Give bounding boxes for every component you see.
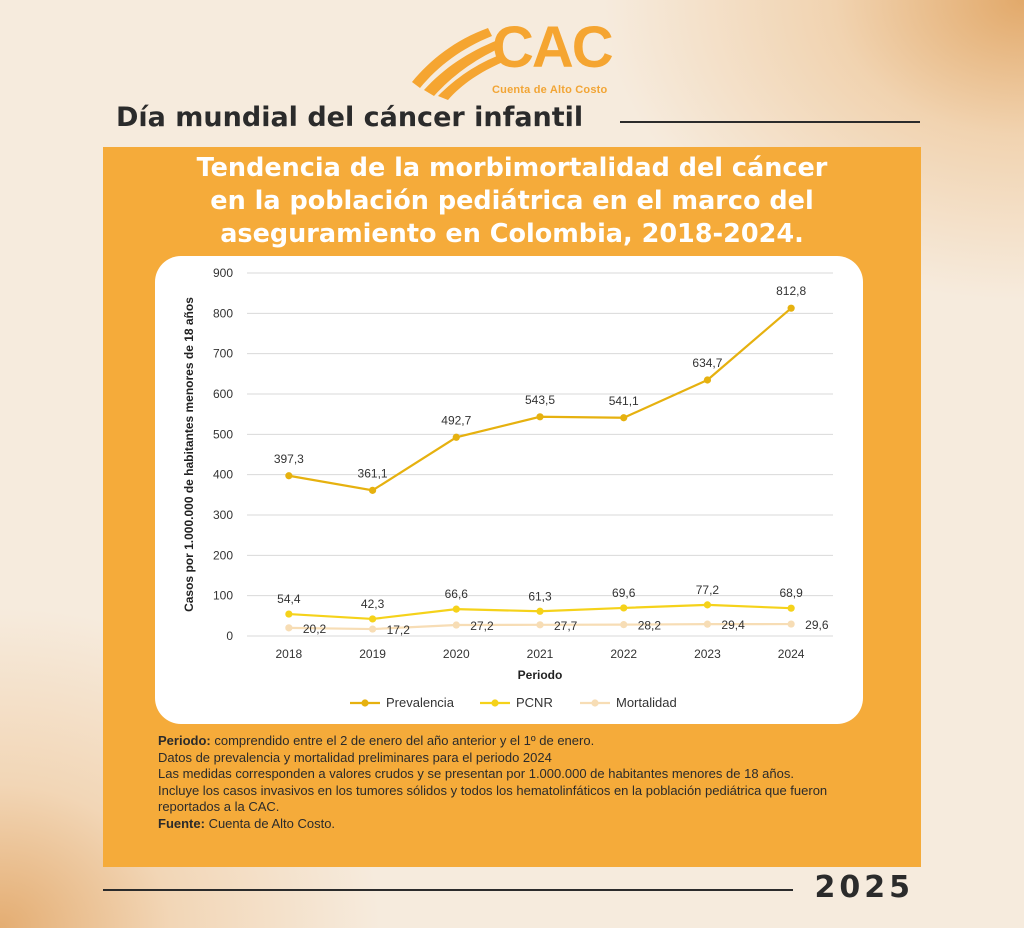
chart-notes: Periodo: comprendido entre el 2 de enero… bbox=[158, 733, 858, 833]
data-label: 61,3 bbox=[528, 589, 552, 603]
data-label: 361,1 bbox=[358, 466, 388, 480]
data-point bbox=[368, 486, 377, 494]
data-point bbox=[368, 615, 377, 623]
data-label: 54,4 bbox=[277, 592, 301, 606]
headline-divider bbox=[620, 121, 920, 123]
legend-label: PCNR bbox=[516, 695, 553, 710]
page-headline: Día mundial del cáncer infantil bbox=[116, 102, 584, 133]
x-tick-label: 2020 bbox=[443, 647, 470, 661]
y-tick-label: 200 bbox=[213, 548, 233, 562]
data-label: 543,5 bbox=[525, 393, 555, 407]
x-tick-label: 2021 bbox=[527, 647, 554, 661]
data-point bbox=[703, 620, 712, 628]
data-point bbox=[703, 601, 712, 609]
legend-marker bbox=[491, 699, 499, 707]
y-tick-label: 700 bbox=[213, 347, 233, 361]
data-point bbox=[620, 604, 628, 612]
y-tick-label: 600 bbox=[213, 387, 233, 401]
data-label: 17,2 bbox=[387, 623, 411, 637]
data-label: 27,7 bbox=[554, 619, 578, 633]
chart-title-line: Tendencia de la morbimortalidad del cánc… bbox=[196, 153, 828, 183]
data-label: 492,7 bbox=[441, 413, 471, 427]
legend-label: Mortalidad bbox=[616, 695, 677, 710]
note-periodo: Periodo: comprendido entre el 2 de enero… bbox=[158, 733, 858, 750]
data-point bbox=[620, 621, 628, 629]
note-periodo-label: Periodo: bbox=[158, 733, 211, 748]
y-tick-label: 100 bbox=[213, 589, 233, 603]
legend-marker bbox=[361, 699, 369, 707]
data-label: 20,2 bbox=[303, 622, 327, 636]
note-line: Las medidas corresponden a valores crudo… bbox=[158, 766, 794, 782]
x-tick-label: 2018 bbox=[276, 647, 303, 661]
legend-marker bbox=[591, 699, 599, 707]
data-point bbox=[536, 607, 544, 615]
y-tick-label: 800 bbox=[213, 306, 233, 320]
chart-title: Tendencia de la morbimortalidad del cánc… bbox=[103, 152, 921, 251]
year-label: 2025 bbox=[814, 870, 914, 905]
cac-logo bbox=[410, 20, 620, 100]
brand-name: CAC bbox=[492, 15, 614, 80]
x-tick-label: 2024 bbox=[778, 647, 805, 661]
y-tick-label: 0 bbox=[226, 629, 233, 643]
data-label: 634,7 bbox=[692, 356, 722, 370]
chart-title-line: aseguramiento en Colombia, 2018-2024. bbox=[220, 219, 804, 249]
data-label: 66,6 bbox=[445, 587, 469, 601]
data-label: 29,4 bbox=[721, 618, 745, 632]
y-tick-label: 500 bbox=[213, 427, 233, 441]
data-label: 69,6 bbox=[612, 586, 636, 600]
data-point bbox=[787, 304, 795, 312]
data-label: 812,8 bbox=[776, 284, 806, 298]
data-point bbox=[452, 621, 460, 629]
data-label: 68,9 bbox=[779, 586, 803, 600]
note-line: Incluye los casos invasivos en los tumor… bbox=[158, 782, 828, 815]
data-point bbox=[536, 413, 544, 421]
data-label: 42,3 bbox=[361, 597, 385, 611]
data-label: 77,2 bbox=[696, 583, 720, 597]
x-tick-label: 2023 bbox=[694, 647, 721, 661]
note-fuente-label: Fuente: bbox=[158, 815, 205, 831]
data-point bbox=[452, 605, 460, 613]
y-tick-label: 300 bbox=[213, 508, 233, 522]
data-point bbox=[285, 472, 293, 480]
x-tick-label: 2019 bbox=[359, 647, 386, 661]
data-point bbox=[787, 620, 795, 628]
data-point bbox=[620, 414, 628, 422]
chart-card: 0 100 200 300 400 500 600 700 800 900 2018 2019 2020… bbox=[155, 256, 863, 724]
note-fuente-text: Cuenta de Alto Costo. bbox=[204, 815, 336, 831]
x-axis-title: Periodo bbox=[518, 668, 563, 682]
x-tick-label: 2022 bbox=[610, 647, 637, 661]
data-point bbox=[536, 621, 544, 629]
data-label: 541,1 bbox=[609, 394, 639, 408]
data-point bbox=[703, 376, 712, 384]
line-chart: 0 100 200 300 400 500 600 700 800 900 2018 2019 2020… bbox=[182, 266, 833, 710]
legend-label: Prevalencia bbox=[386, 695, 455, 710]
footer-divider bbox=[103, 889, 793, 891]
data-label: 29,6 bbox=[805, 618, 829, 632]
data-point bbox=[285, 624, 293, 632]
note-line: Datos de prevalencia y mortalidad prelim… bbox=[158, 749, 552, 765]
data-label: 28,2 bbox=[638, 619, 662, 633]
data-label: 397,3 bbox=[274, 452, 304, 466]
y-tick-label: 400 bbox=[213, 468, 233, 482]
y-axis-title: Casos por 1.000.000 de habitantes menore… bbox=[182, 297, 196, 612]
chart-title-line: en la población pediátrica en el marco d… bbox=[210, 186, 814, 216]
note-fuente: Fuente: Cuenta de Alto Costo. bbox=[158, 816, 858, 833]
brand-tagline: Cuenta de Alto Costo bbox=[492, 84, 608, 96]
note-periodo-text: comprendido entre el 2 de enero del año … bbox=[210, 733, 595, 748]
y-tick-label: 900 bbox=[213, 266, 233, 280]
data-point bbox=[787, 604, 795, 612]
data-label: 27,2 bbox=[470, 619, 494, 633]
logo-stripes bbox=[412, 28, 503, 100]
data-point bbox=[285, 610, 293, 618]
data-point bbox=[368, 625, 377, 633]
data-point bbox=[452, 433, 460, 441]
